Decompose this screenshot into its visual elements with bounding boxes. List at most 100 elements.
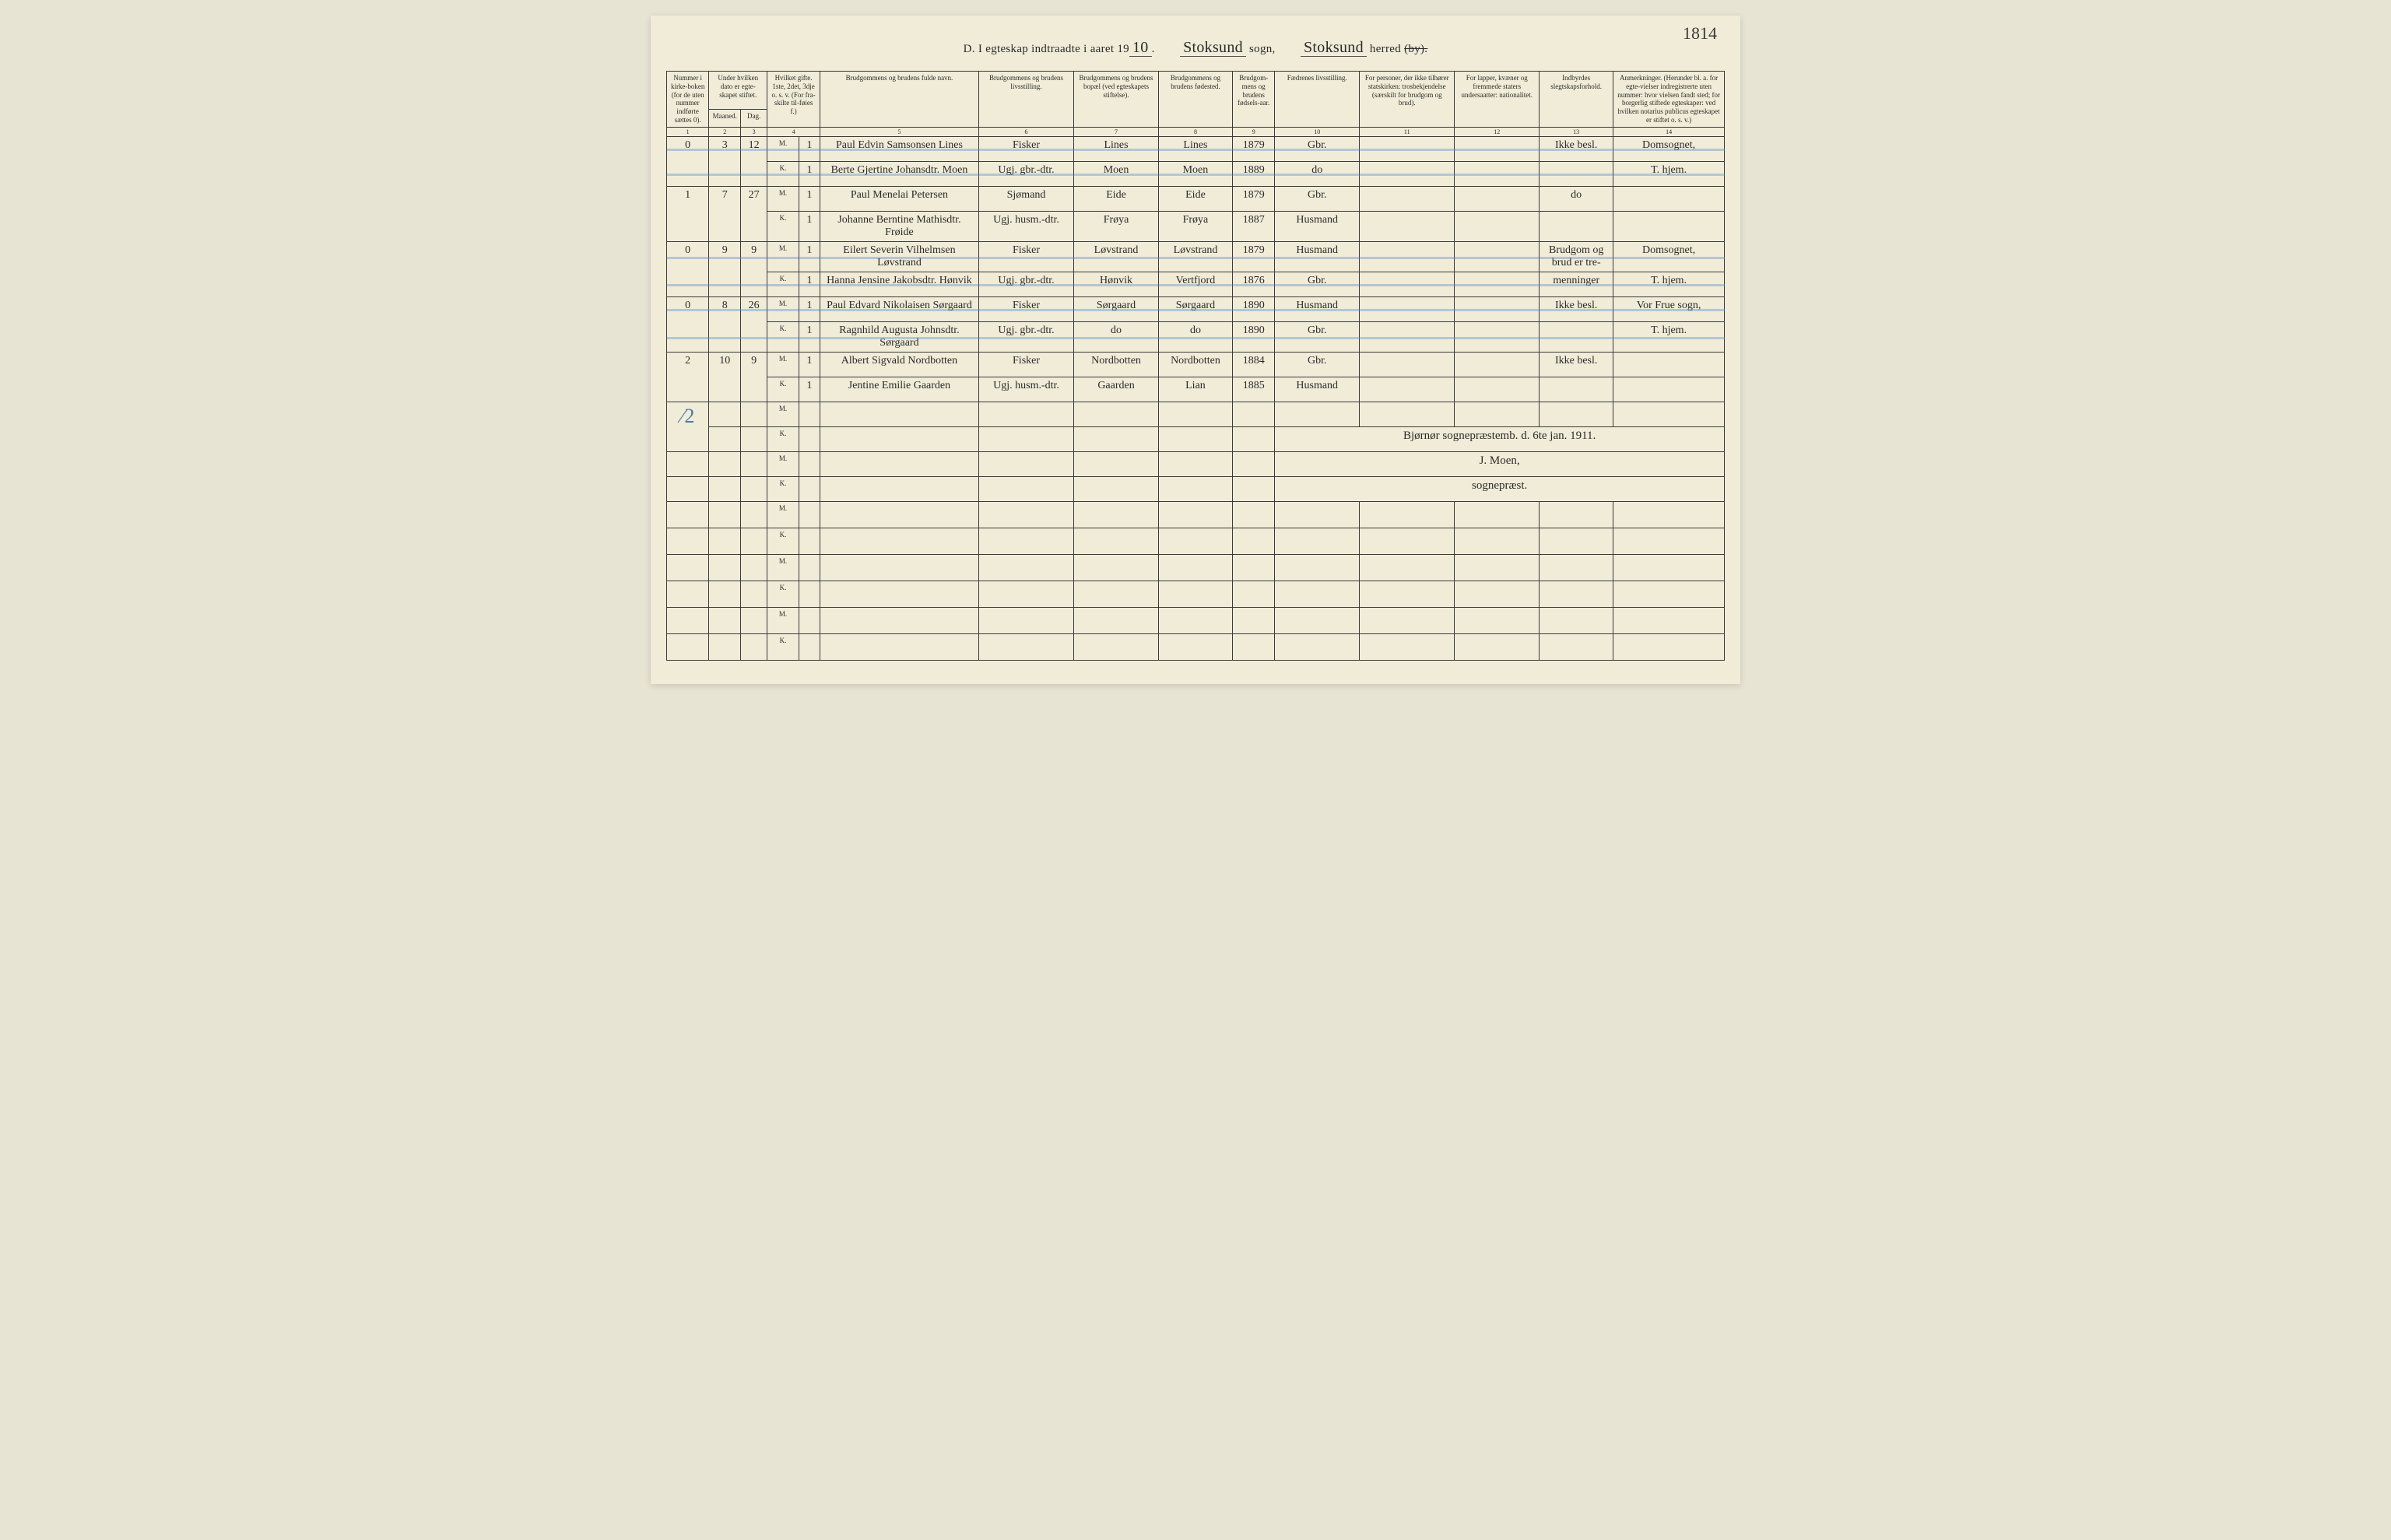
table-row: K.1Hanna Jensine Jakobsdtr. HønvikUgj. g… — [667, 272, 1725, 296]
empty — [799, 607, 820, 633]
empty — [978, 451, 1073, 476]
full-name: Hanna Jensine Jakobsdtr. Hønvik — [820, 272, 979, 296]
empty — [1360, 633, 1455, 660]
table-row: K.Bjørnør sognepræstemb. d. 6te jan. 191… — [667, 426, 1725, 451]
faedre: Gbr. — [1275, 186, 1360, 211]
mk-label: K. — [767, 633, 799, 660]
slegtskap: menninger — [1540, 272, 1613, 296]
entry-number: 1 — [667, 186, 709, 241]
entry-month: 7 — [709, 186, 741, 241]
slegtskap: Ikke besl. — [1540, 136, 1613, 161]
empty — [1360, 554, 1455, 581]
gifte: 1 — [799, 296, 820, 321]
empty — [1158, 633, 1232, 660]
anmerkning: Vor Frue sogn, — [1613, 296, 1725, 321]
gifte: 1 — [799, 211, 820, 241]
mk-label: M. — [767, 186, 799, 211]
empty — [799, 476, 820, 501]
mk-label: M. — [767, 501, 799, 528]
empty — [1455, 633, 1540, 660]
fodested: Moen — [1158, 161, 1232, 186]
empty — [1233, 633, 1275, 660]
empty — [1360, 528, 1455, 554]
empty — [1275, 607, 1360, 633]
colnum: 7 — [1074, 127, 1159, 136]
empty — [709, 581, 741, 607]
faedre: Gbr. — [1275, 272, 1360, 296]
empty — [820, 402, 979, 426]
colnum: 9 — [1233, 127, 1275, 136]
empty — [1613, 554, 1725, 581]
empty — [709, 633, 741, 660]
empty — [1233, 426, 1275, 451]
empty — [1074, 554, 1159, 581]
table-row: 2109M.1Albert Sigvald NordbottenFiskerNo… — [667, 352, 1725, 377]
fodested: Frøya — [1158, 211, 1232, 241]
table-row: ⁄2M. — [667, 402, 1725, 426]
empty — [741, 501, 767, 528]
trosbekjendelse — [1360, 211, 1455, 241]
header-col11: For personer, der ikke tilhører statskir… — [1360, 72, 1455, 128]
marriage-register-table: Nummer i kirke-boken (for de uten nummer… — [666, 71, 1725, 661]
empty — [799, 451, 820, 476]
empty — [799, 554, 820, 581]
table-row: M. — [667, 607, 1725, 633]
empty — [1233, 581, 1275, 607]
empty — [1233, 451, 1275, 476]
header-col1: Nummer i kirke-boken (for de uten nummer… — [667, 72, 709, 128]
faedre: Gbr. — [1275, 352, 1360, 377]
empty — [820, 581, 979, 607]
empty — [1613, 501, 1725, 528]
sogn-label: sogn, — [1246, 43, 1276, 55]
empty — [1074, 528, 1159, 554]
empty — [1074, 607, 1159, 633]
empty — [741, 451, 767, 476]
colnum: 1 — [667, 127, 709, 136]
entry-day: 12 — [741, 136, 767, 186]
anmerkning — [1613, 377, 1725, 402]
title-period: . — [1152, 43, 1155, 55]
empty — [667, 501, 709, 528]
trosbekjendelse — [1360, 161, 1455, 186]
empty — [1275, 554, 1360, 581]
header-col2: Under hvilken dato er egte-skapet stifte… — [709, 72, 767, 110]
empty — [799, 528, 820, 554]
table-row: K. — [667, 581, 1725, 607]
empty — [709, 451, 741, 476]
nationalitet — [1455, 211, 1540, 241]
empty — [1360, 607, 1455, 633]
empty — [1455, 581, 1540, 607]
empty — [1074, 633, 1159, 660]
trosbekjendelse — [1360, 272, 1455, 296]
empty — [1540, 607, 1613, 633]
signature-name: J. Moen, — [1275, 451, 1725, 476]
empty — [741, 402, 767, 426]
faedre: Husmand — [1275, 296, 1360, 321]
empty — [741, 554, 767, 581]
page-number: 1814 — [1683, 23, 1717, 44]
nationalitet — [1455, 272, 1540, 296]
bopael: Lines — [1074, 136, 1159, 161]
empty — [667, 476, 709, 501]
empty — [978, 528, 1073, 554]
bopael: Nordbotten — [1074, 352, 1159, 377]
empty — [978, 426, 1073, 451]
colnum: 5 — [820, 127, 979, 136]
empty — [741, 633, 767, 660]
empty — [667, 607, 709, 633]
table-row: K.1Jentine Emilie GaardenUgj. husm.-dtr.… — [667, 377, 1725, 402]
entry-month: 8 — [709, 296, 741, 352]
empty — [1158, 554, 1232, 581]
table-header: Nummer i kirke-boken (for de uten nummer… — [667, 72, 1725, 137]
empty — [1275, 402, 1360, 426]
header-col5: Brudgommens og brudens fulde navn. — [820, 72, 979, 128]
colnum: 14 — [1613, 127, 1725, 136]
empty — [820, 426, 979, 451]
nationalitet — [1455, 161, 1540, 186]
empty — [1613, 633, 1725, 660]
livsstilling: Fisker — [978, 296, 1073, 321]
table-row: M. — [667, 554, 1725, 581]
fodselsaar: 1885 — [1233, 377, 1275, 402]
empty — [1540, 402, 1613, 426]
gifte: 1 — [799, 186, 820, 211]
